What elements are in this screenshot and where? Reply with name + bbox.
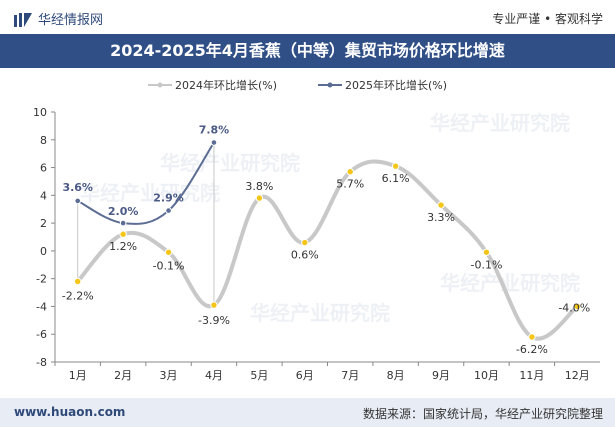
legend-marker: [327, 82, 333, 88]
data-label-2024: 1.2%: [109, 240, 137, 253]
data-point: [301, 238, 309, 247]
slogan: 专业严谨 • 客观科学: [492, 12, 603, 26]
series-points: [74, 139, 581, 341]
y-tick-label: 4: [40, 189, 47, 202]
x-tick-label: 9月: [432, 369, 450, 382]
watermark-text: 华经产业研究院: [440, 271, 580, 295]
data-point: [437, 201, 445, 209]
data-point: [255, 194, 264, 202]
legend: 2024年环比增长(%) 2025年环比增长(%): [148, 78, 447, 92]
data-label-2025: 7.8%: [199, 124, 230, 137]
data-label-2024: -0.1%: [470, 258, 502, 271]
bottom-bar: www.huaon.com 数据来源：国家统计局，华经产业研究院整理: [0, 398, 615, 427]
data-label-2025: 2.0%: [108, 205, 139, 218]
x-tick-label: 7月: [341, 369, 359, 382]
y-tick-label: 6: [40, 162, 47, 175]
x-tick-label: 11月: [519, 369, 544, 382]
legend-label: 2025年环比增长(%): [345, 78, 447, 92]
top-bar: 华经情报网 专业严谨 • 客观科学: [0, 0, 615, 34]
data-label-2024: 6.1%: [382, 172, 410, 185]
data-point: [119, 230, 127, 238]
x-tick-label: 4月: [205, 369, 223, 382]
y-tick-label: 10: [33, 106, 47, 119]
x-tick-label: 3月: [160, 369, 178, 382]
title-bar: 2024-2025年4月香蕉（中等）集贸市场价格环比增速: [0, 34, 615, 68]
data-label-2024: -3.9%: [198, 314, 230, 327]
data-label-2024: 3.8%: [245, 180, 273, 193]
data-point: [210, 139, 218, 146]
series-line: [76, 141, 215, 225]
brand: 华经情报网: [14, 9, 103, 28]
data-labels: -2.2% 1.2% -0.1% -3.9% 3.8% 0.6% 5.7% 6.1% 3.3% -…: [62, 124, 591, 356]
x-tick-label: 2月: [114, 369, 132, 382]
y-tick-label: 8: [40, 134, 47, 147]
x-tick-label: 12月: [565, 369, 590, 382]
axes: 10 8 6 4 2 0 -2 -4 -6 -8 1月 2月 3月 4月 5月 6月 7月 8月 9月 10月 11月 1…: [33, 106, 600, 382]
chart-title: 2024-2025年4月香蕉（中等）集贸市场价格环比增速: [110, 41, 505, 60]
data-label-2024: 0.6%: [291, 249, 319, 262]
data-point: [528, 333, 536, 341]
data-label-2024: -2.2%: [62, 289, 94, 302]
data-label-2025: 2.9%: [153, 192, 184, 205]
watermark-text: 华经产业研究院: [250, 301, 390, 325]
data-label-2024: -6.2%: [516, 343, 548, 356]
data-point: [573, 302, 581, 311]
legend-marker: [157, 82, 163, 88]
data-point: [346, 168, 354, 176]
data-point: [74, 277, 82, 286]
data-point: [164, 248, 173, 256]
data-label-2024: -0.1%: [153, 259, 185, 272]
watermark-text: 华经产业研究院: [80, 181, 220, 205]
data-point: [482, 248, 491, 256]
y-tick-label: 2: [40, 217, 47, 230]
data-label-2025: 3.6%: [62, 181, 93, 194]
site-url: www.huaon.com: [14, 405, 126, 419]
data-point: [210, 301, 218, 309]
x-tick-label: 1月: [69, 369, 87, 382]
y-tick-label: -2: [36, 273, 47, 286]
x-tick-label: 6月: [296, 369, 314, 382]
data-point: [165, 207, 172, 214]
y-tick-label: -8: [36, 356, 47, 369]
logo-icon: [14, 13, 32, 27]
data-label-2024: 5.7%: [336, 178, 364, 191]
data-source: 数据来源：国家统计局，华经产业研究院整理: [362, 407, 603, 421]
y-tick-label: -6: [36, 328, 47, 341]
data-point: [119, 219, 127, 227]
x-tick-label: 10月: [474, 369, 499, 382]
brand-name: 华经情报网: [38, 13, 104, 28]
data-point: [391, 162, 400, 170]
x-tick-label: 5月: [250, 369, 268, 382]
watermark-text: 华经产业研究院: [430, 111, 570, 135]
data-label-2024: -4.0%: [558, 301, 590, 314]
x-tick-label: 8月: [387, 369, 405, 382]
y-tick-label: 0: [40, 245, 47, 258]
data-point: [74, 197, 82, 205]
watermark-text: 华经产业研究院: [160, 151, 300, 175]
legend-label: 2024年环比增长(%): [175, 78, 277, 92]
data-label-2024: 3.3%: [427, 211, 455, 224]
y-tick-label: -4: [36, 300, 47, 313]
